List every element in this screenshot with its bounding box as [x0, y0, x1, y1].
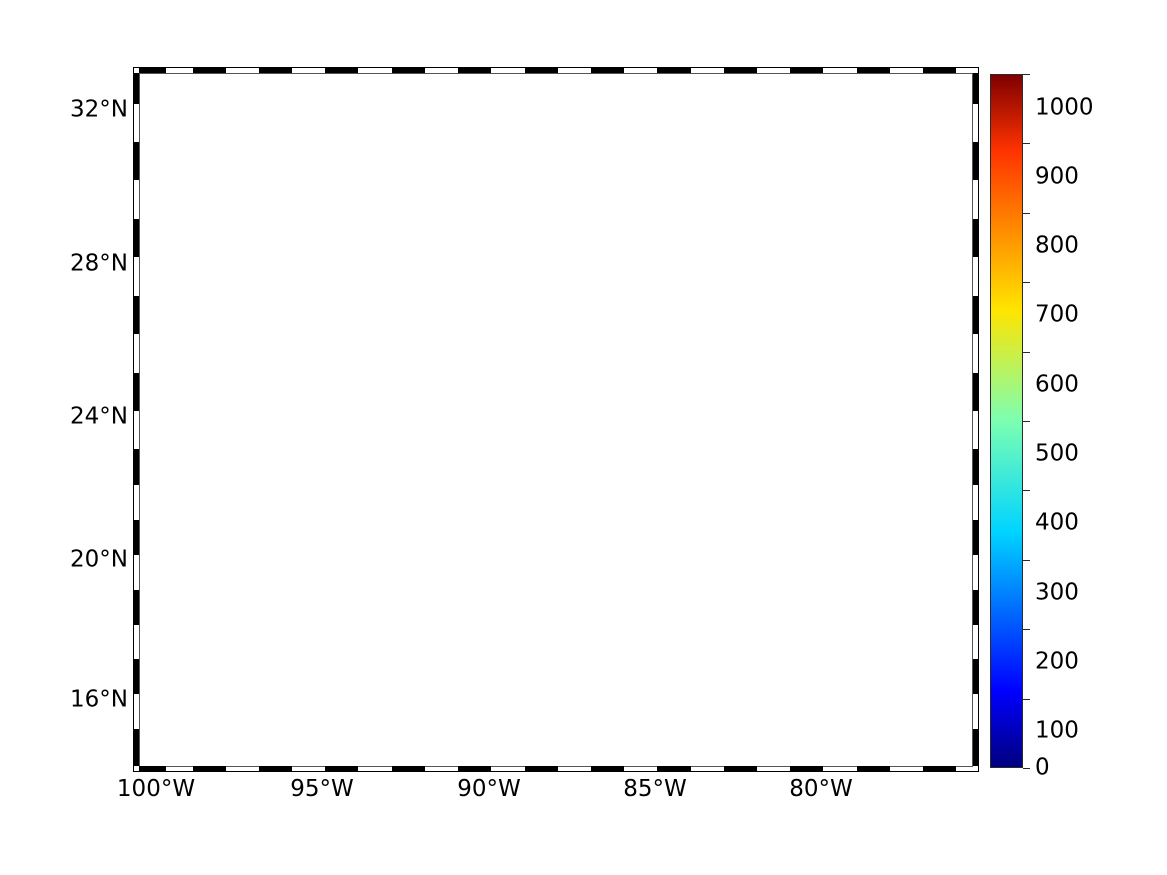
xtick-label-100w: 100°W [116, 776, 196, 802]
colorbar-label-600: 600 [1035, 371, 1079, 398]
colorbar-label-200: 200 [1035, 648, 1079, 675]
xtick-label-90w: 90°W [457, 776, 521, 802]
colorbar-tick-700 [1023, 282, 1030, 284]
colorbar-tick-900 [1023, 143, 1030, 145]
xtick-label-95w: 95°W [290, 776, 354, 802]
colorbar-label-300: 300 [1035, 579, 1079, 606]
colorbar-tick-400 [1023, 490, 1030, 492]
colorbar-label-400: 400 [1035, 509, 1079, 536]
colorbar-tick-1000 [1023, 74, 1030, 75]
colorbar-tick-600 [1023, 351, 1030, 353]
colorbar-label-1000: 1000 [1035, 94, 1094, 121]
colorbar-tick-0 [1023, 768, 1030, 769]
colorbar-label-100: 100 [1035, 717, 1079, 744]
map-axes[interactable] [139, 73, 973, 766]
data-raster-detail-layer [139, 73, 973, 766]
ytick-label-16n: 16°N [70, 686, 128, 713]
ytick-label-28n: 28°N [70, 250, 128, 277]
colorbar-gradient [990, 74, 1023, 768]
colorbar-label-700: 700 [1035, 301, 1079, 328]
colorbar-label-900: 900 [1035, 163, 1079, 190]
colorbar[interactable]: 1000 900 800 700 600 500 400 300 200 100… [990, 74, 1094, 779]
colorbar-label-0: 0 [1035, 754, 1050, 781]
xtick-label-80w: 80°W [789, 776, 853, 802]
colorbar-tick-100 [1023, 698, 1030, 700]
colorbar-tick-200 [1023, 629, 1030, 631]
ytick-label-32n: 32°N [70, 96, 128, 123]
colorbar-tick-500 [1023, 421, 1030, 422]
ytick-label-24n: 24°N [70, 403, 128, 430]
xtick-label-85w: 85°W [623, 776, 687, 802]
ytick-label-20n: 20°N [70, 546, 128, 573]
colorbar-tick-800 [1023, 212, 1030, 214]
colorbar-label-800: 800 [1035, 232, 1079, 259]
colorbar-label-500: 500 [1035, 440, 1079, 467]
colorbar-tick-300 [1023, 559, 1030, 561]
